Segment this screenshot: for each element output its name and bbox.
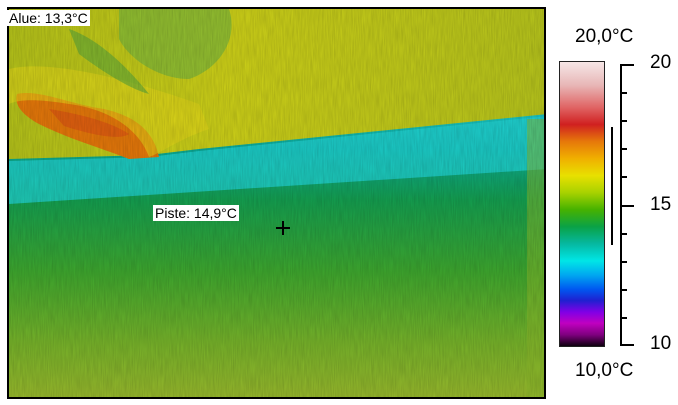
- scale-tick-label-min: 10: [650, 333, 672, 354]
- area-temperature-label: Alue: 13,3°C: [7, 10, 90, 26]
- scale-min-label: 10,0°C: [575, 360, 634, 381]
- scale-tick-minor: [620, 289, 627, 291]
- thermal-image: [7, 7, 546, 399]
- scale-tick-major: [620, 205, 634, 207]
- scale-max-label: 20,0°C: [575, 26, 634, 47]
- spot-temperature-label: Piste: 14,9°C: [153, 205, 239, 221]
- scale-tick-minor: [620, 92, 627, 94]
- scale-tick-label-max: 20: [650, 52, 672, 73]
- scale-tick-label-mid: 15: [650, 194, 672, 215]
- scale-tick-minor: [620, 148, 627, 150]
- temperature-colorbar: [559, 61, 605, 347]
- scale-tick-minor: [620, 176, 627, 178]
- scale-tick-minor: [620, 317, 627, 319]
- crosshair-icon: [276, 221, 290, 235]
- scale-tick-minor: [620, 261, 627, 263]
- thermal-scene: [9, 9, 544, 397]
- scale-tick-major: [620, 64, 634, 66]
- scale-tick-minor: [620, 233, 627, 235]
- scale-tick-major: [620, 344, 634, 346]
- range-marker: [611, 127, 613, 245]
- scale-tick-minor: [620, 120, 627, 122]
